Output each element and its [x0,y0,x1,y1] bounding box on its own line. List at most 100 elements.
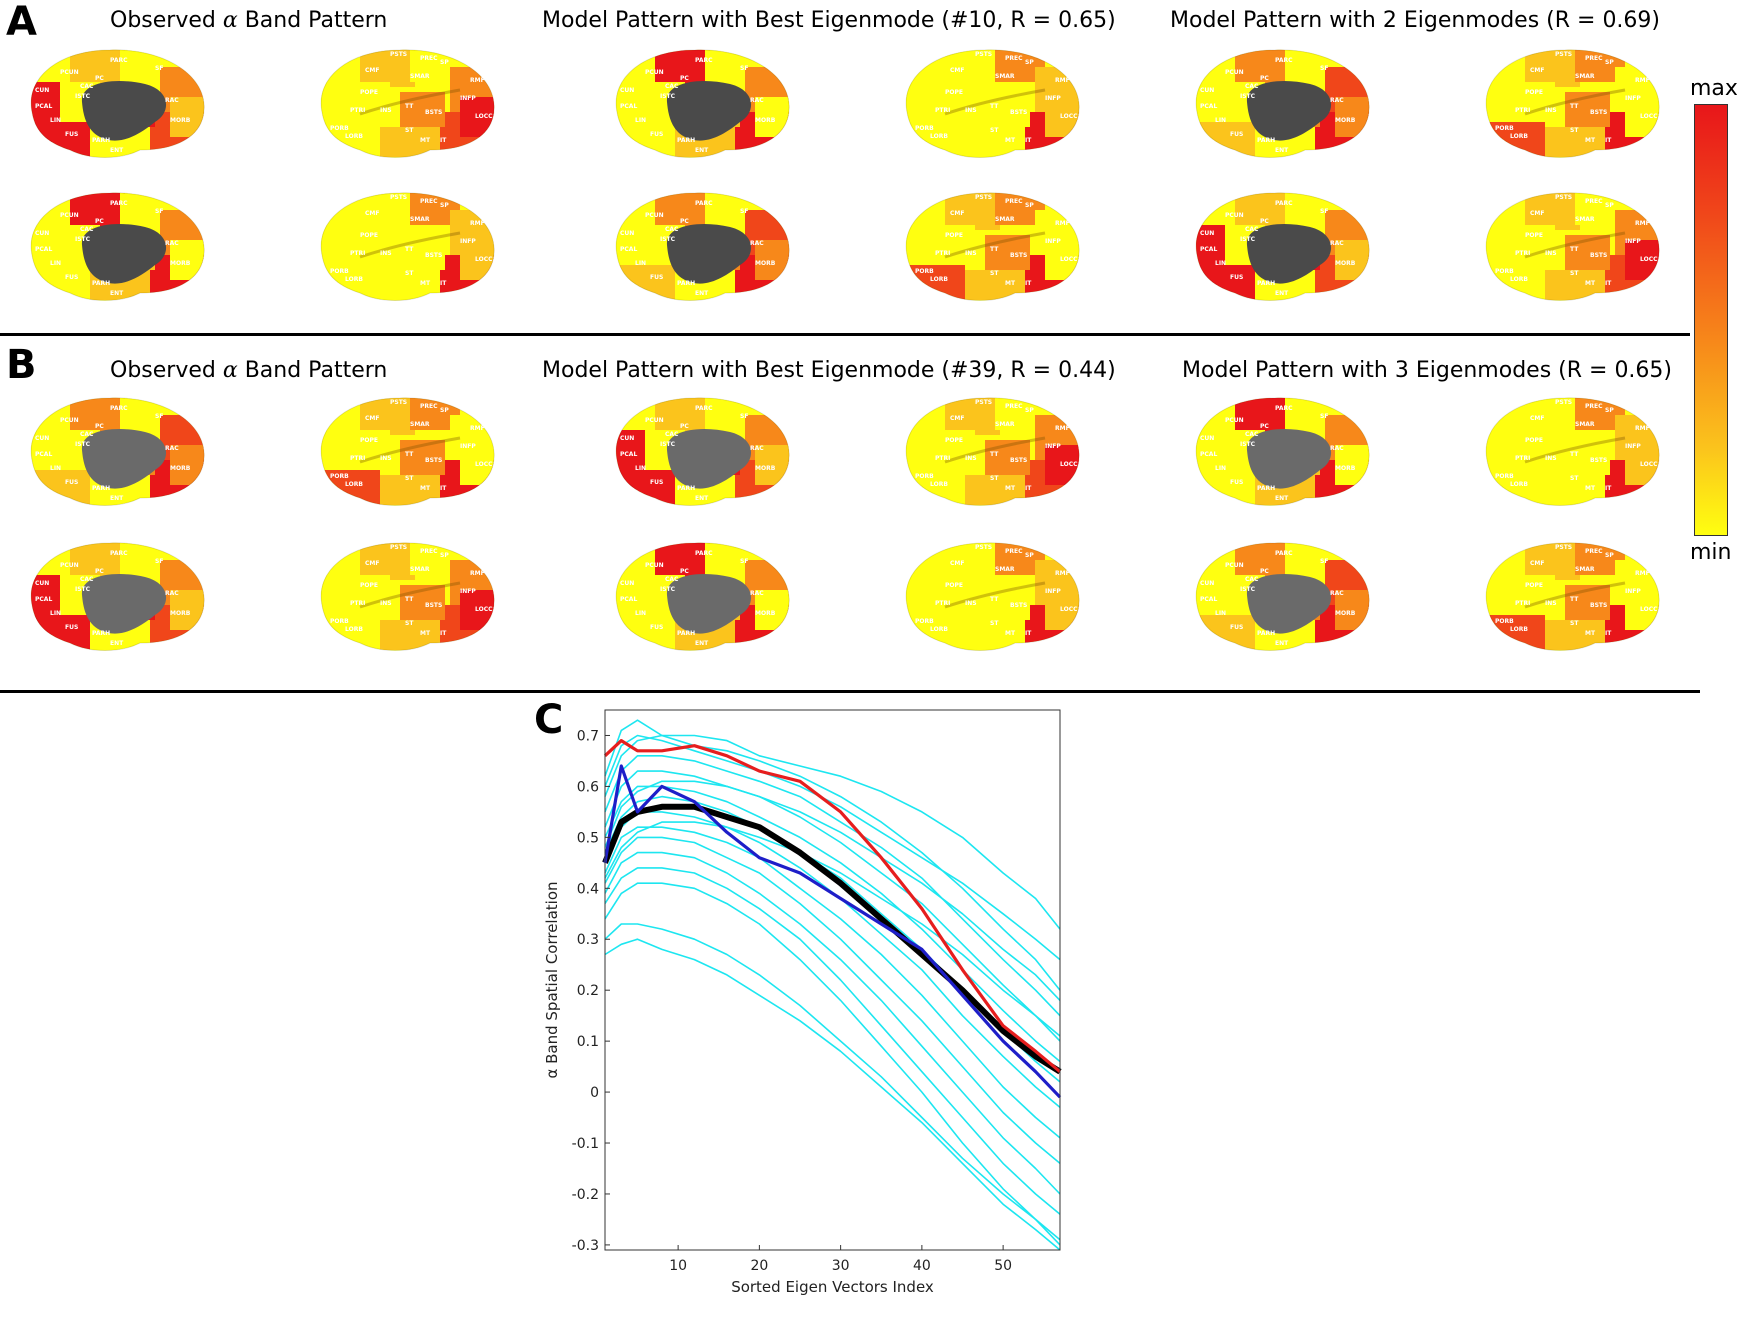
region-label: CAC [80,431,94,438]
region-label: PSTS [390,51,407,58]
region-label: ISTC [660,586,676,593]
region-label: LIN [50,117,61,124]
region-label: CMF [950,210,964,217]
series-line [603,764,1062,1099]
region-label: IT [1025,630,1032,637]
corpus-callosum-mask [81,429,167,489]
region-label: LORB [1510,481,1528,488]
region-label: SP [1025,59,1034,66]
region-label: POPE [945,89,963,96]
region-label: ENT [1275,290,1289,297]
region-label: INFP [1045,238,1061,245]
x-tick-label: 10 [669,1258,687,1274]
region-label: INFP [460,95,476,102]
region-label: PSTS [390,399,407,406]
series-line [604,826,1061,1139]
y-tick-label: 0.6 [577,779,599,795]
region-label: MORB [170,610,191,617]
region-label: ST [405,475,414,482]
region-label: LIN [1215,465,1226,472]
region-label: INS [965,455,977,462]
region-label: LIN [1215,260,1226,267]
region-label: FUS [65,479,78,486]
region-label: ISTC [660,441,676,448]
region-label: SP [1025,552,1034,559]
colorbar-max-label: max [1690,76,1737,101]
region-label: PARC [110,57,128,64]
region-label: SMAR [995,566,1015,573]
region-label: BSTS [1010,602,1027,609]
region-label: POPE [945,232,963,239]
region-label: RMF [1635,570,1650,577]
region-label: MT [420,630,431,637]
series-line [604,938,1061,1251]
corpus-callosum-mask [81,224,167,284]
region-label: PARH [1257,137,1275,144]
region-label: SMAR [1575,216,1595,223]
region-label: LOCC [1640,256,1658,263]
region-label: PC [95,568,104,575]
region-label: INS [380,600,392,607]
region-label: ISTC [75,236,91,243]
region-label: MORB [1335,465,1356,472]
region-label: RAC [165,445,179,452]
region-label: IT [440,485,447,492]
region-label: PREC [1585,548,1603,555]
region-label: FUS [1230,274,1243,281]
corpus-callosum-mask [666,81,752,141]
corpus-callosum-mask [81,574,167,634]
region-label: SMAR [410,216,430,223]
region-label: CAC [80,83,94,90]
region-label: TT [405,103,414,110]
region-label: SF [155,208,163,215]
region-label: TT [405,451,414,458]
region-label: CMF [1530,67,1544,74]
region-label: PSTS [1555,194,1572,201]
region-label: MORB [170,260,191,267]
region-label: PCAL [1200,451,1217,458]
series-line [604,734,1061,961]
region-label: POPE [360,232,378,239]
region-label: RMF [1635,220,1650,227]
region-label: BSTS [1010,109,1027,116]
region-label: ENT [1275,495,1289,502]
region-label: ENT [110,290,124,297]
region-label: PSTS [975,51,992,58]
region-label: LOCC [475,606,493,613]
region-label: PARH [677,280,695,287]
region-label: FUS [65,131,78,138]
series-line [604,755,1061,1017]
series-line [604,780,1061,1001]
region-label: SMAR [1575,421,1595,428]
region-label: PCAL [620,451,637,458]
region-label: PCUN [1225,417,1244,424]
region-label: PREC [1005,403,1023,410]
region-label: SMAR [410,566,430,573]
region-label: PREC [1005,198,1023,205]
lateral-brain-surface: PREC PSTS SP CMF SMAR RMF POPE PTRI INS TT BSTS INF… [905,397,1080,506]
region-label: PREC [1585,198,1603,205]
region-label: FUS [1230,479,1243,486]
region-label: PARC [695,405,713,412]
y-tick-label: 0.3 [577,932,599,948]
region-label: CAC [665,83,679,90]
region-label: MT [420,485,431,492]
region-label: FUS [650,274,663,281]
region-label: LIN [635,260,646,267]
region-label: PARH [1257,630,1275,637]
region-label: PC [1260,568,1269,575]
region-label: LOCC [1060,256,1078,263]
region-label: PARC [1275,200,1293,207]
region-label: LOCC [1060,113,1078,120]
panel-b-label: B [6,342,37,388]
lateral-brain-surface: PREC PSTS SP CMF SMAR RMF POPE PTRI INS TT BSTS INF… [1485,542,1660,651]
panel-c-label: C [534,697,564,743]
region-label: POPE [1525,232,1543,239]
region-label: POPE [360,89,378,96]
region-label: CAC [80,576,94,583]
region-label: TT [990,596,999,603]
